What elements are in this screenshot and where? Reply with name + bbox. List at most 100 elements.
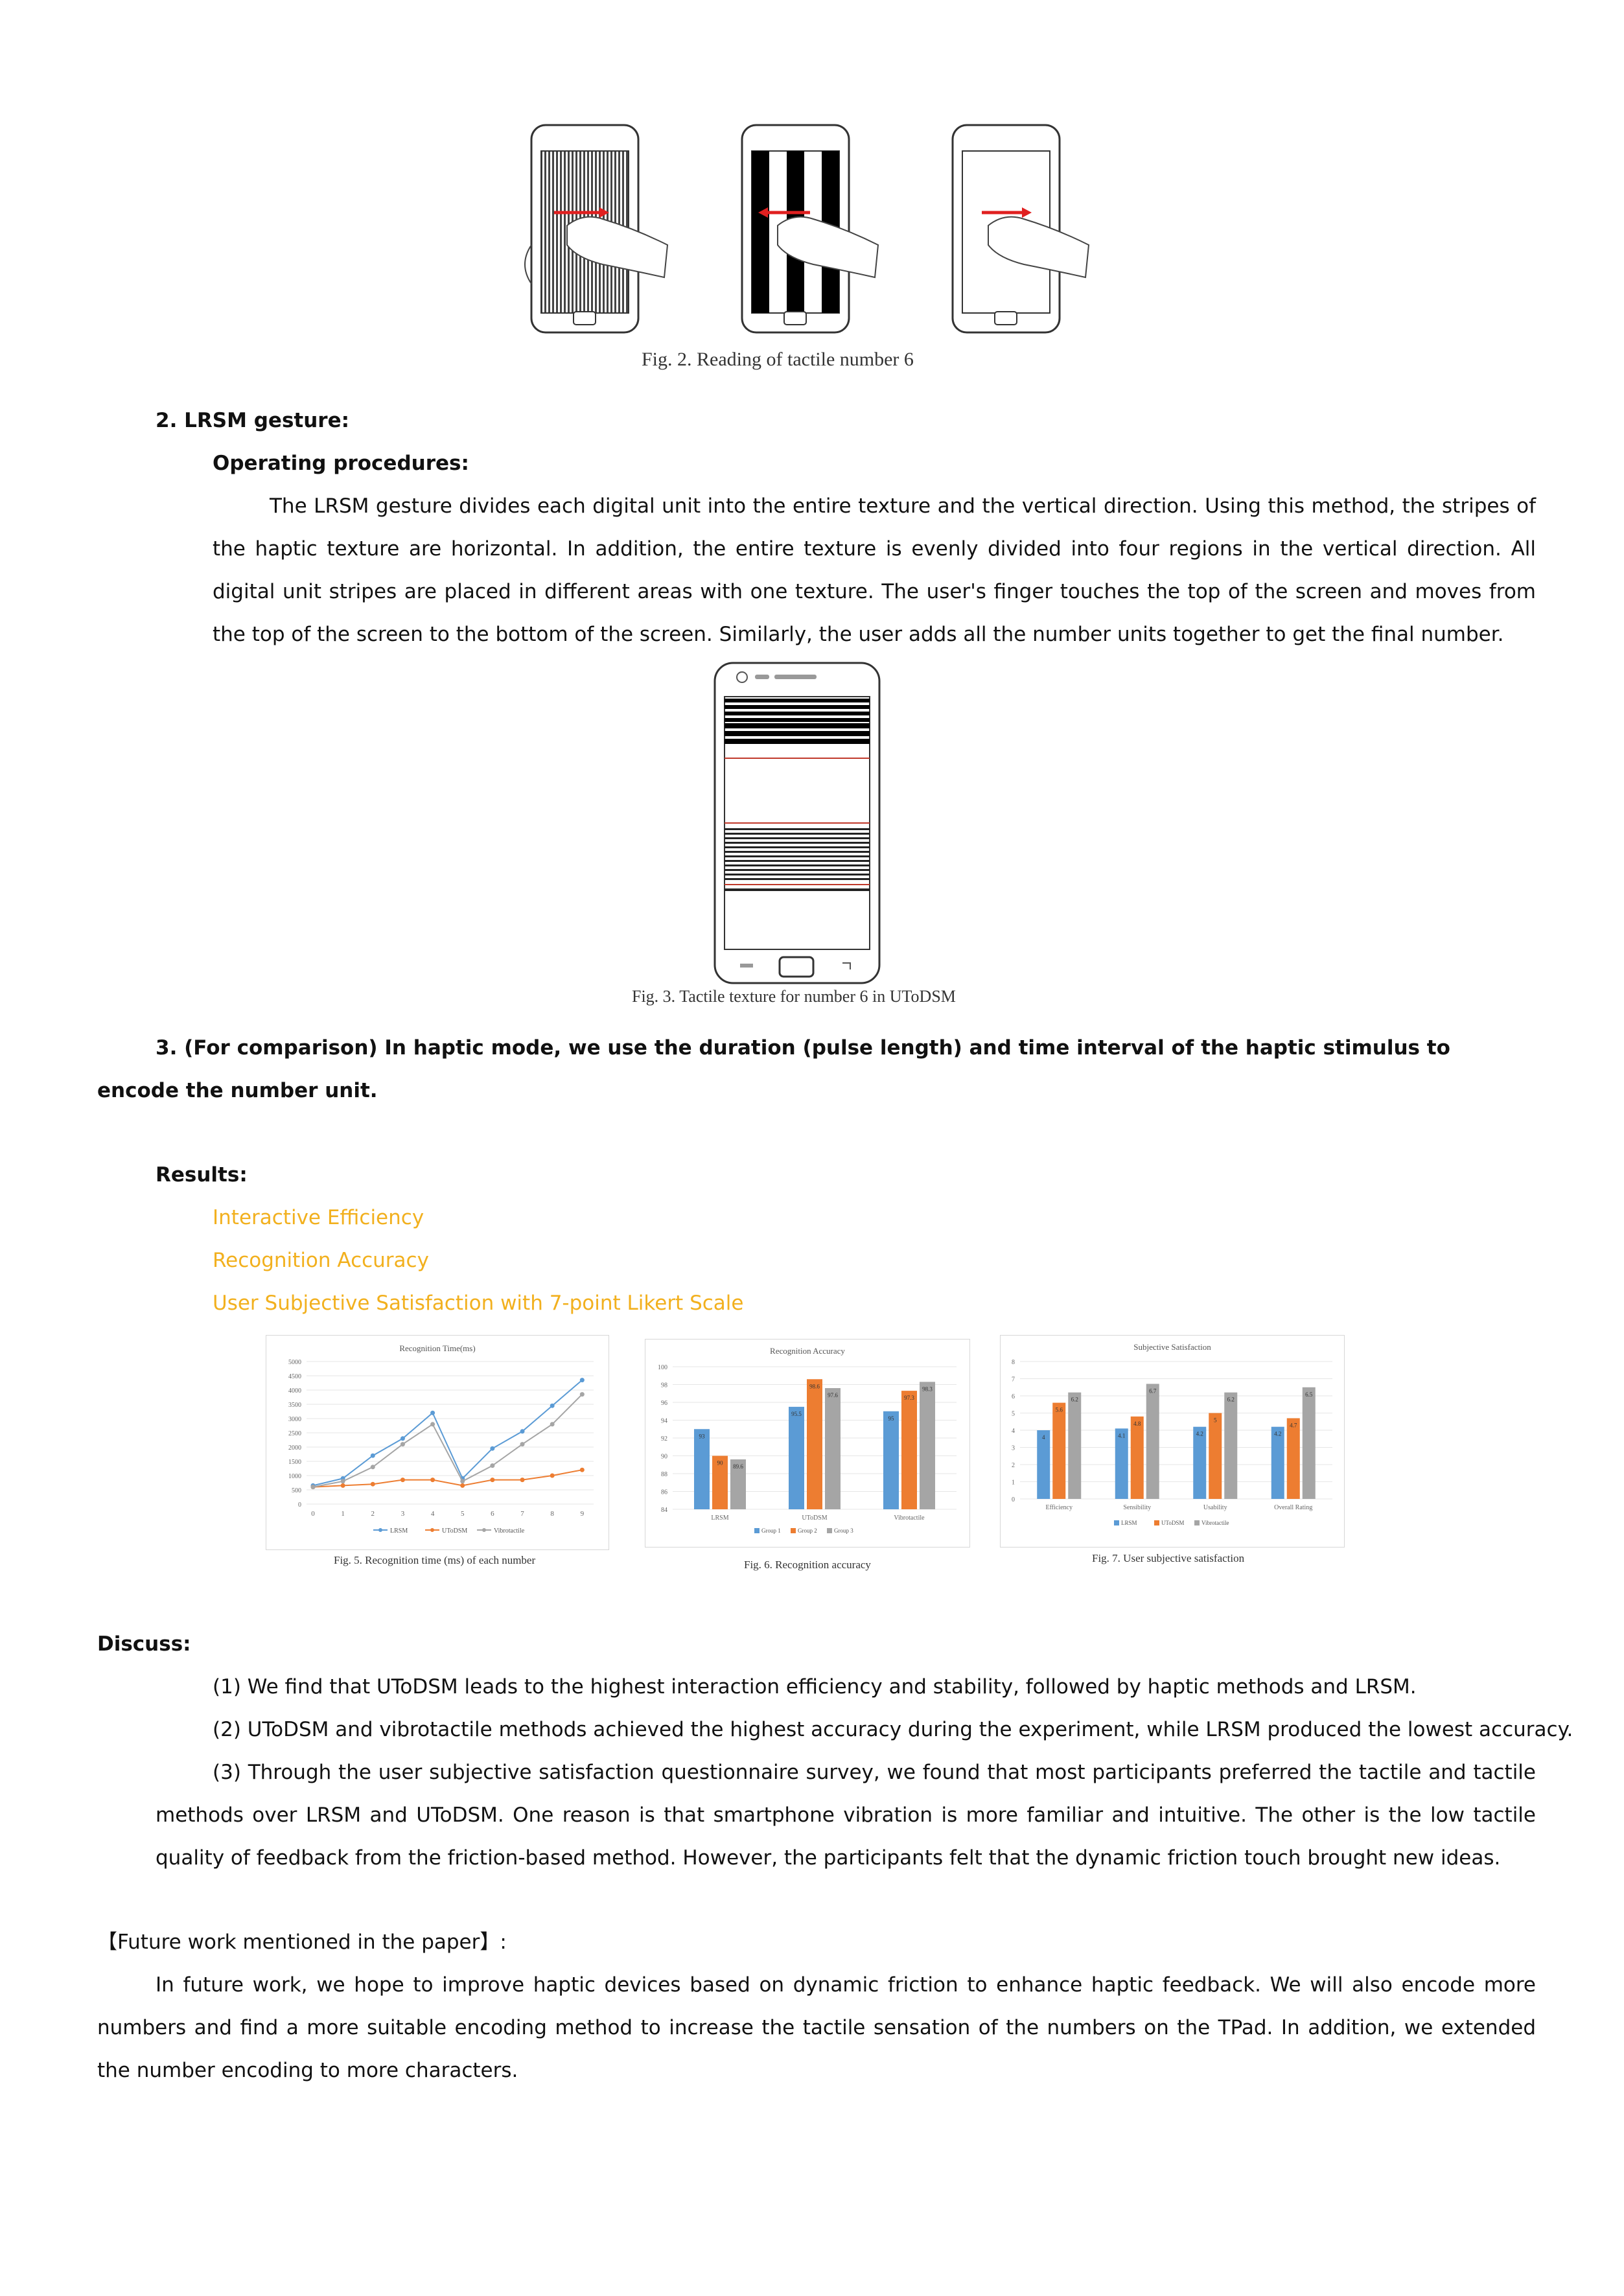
category-label: Vibrotactile: [894, 1514, 925, 1522]
texture-stripe: [725, 878, 870, 880]
data-point: [579, 1467, 585, 1472]
bar: [789, 1406, 804, 1509]
bar: [1052, 1402, 1066, 1499]
bar: [1209, 1413, 1222, 1499]
legend-marker: [378, 1528, 382, 1532]
bar: [807, 1379, 822, 1509]
y-tick-label: 1500: [288, 1459, 301, 1466]
x-tick-label: 4: [431, 1510, 435, 1518]
y-tick-label: 90: [661, 1454, 667, 1461]
data-label: 6.5: [1305, 1391, 1313, 1398]
legend-label: Group 1: [761, 1527, 781, 1534]
data-point: [460, 1479, 465, 1484]
lrsm-heading: 2. LRSM gesture:: [156, 409, 349, 432]
data-point: [430, 1422, 435, 1427]
y-tick-label: 4: [1012, 1428, 1015, 1435]
recognition-accuracy-svg: Recognition Accuracy 84 86 88 90 92 94 96 98 100 9…: [658, 1346, 957, 1534]
texture-stripe: [725, 705, 870, 709]
link-user-subjective-satisfaction[interactable]: User Subjective Satisfaction with 7-poin…: [213, 1292, 744, 1315]
y-tick-label: 8: [1012, 1359, 1015, 1366]
texture-stripe: [725, 828, 870, 830]
legend-marker: [482, 1528, 486, 1532]
x-tick-label: 2: [371, 1510, 375, 1518]
data-label: 98.6: [809, 1383, 820, 1389]
data-point: [490, 1463, 495, 1468]
future-work-heading: 【Future work mentioned in the paper】:: [97, 1931, 507, 1954]
data-point: [579, 1392, 585, 1397]
figure-3-caption: Fig. 3. Tactile texture for number 6 in …: [632, 987, 956, 1006]
texture-stripe: [725, 842, 870, 844]
chart-title: Recognition Time(ms): [399, 1343, 475, 1353]
data-point: [490, 1446, 495, 1451]
bar: [1068, 1392, 1082, 1499]
texture-stripe: [725, 864, 870, 866]
lrsm-texture-illustration: [713, 662, 881, 984]
figure-2: [505, 115, 1147, 388]
discuss-item-1: (1) We find that UToDSM leads to the hig…: [213, 1675, 1417, 1699]
future-work-paragraph: In future work, we hope to improve hapti…: [97, 1973, 1536, 2082]
data-point: [370, 1465, 375, 1470]
link-interactive-efficiency[interactable]: Interactive Efficiency: [213, 1206, 424, 1229]
x-tick-label: 7: [520, 1510, 524, 1518]
bar: [901, 1391, 917, 1509]
data-point: [340, 1479, 345, 1484]
bar: [920, 1382, 935, 1509]
link-recognition-accuracy[interactable]: Recognition Accuracy: [213, 1249, 429, 1272]
data-point: [400, 1478, 405, 1483]
y-tick-label: 1000: [288, 1473, 301, 1480]
legend-label: Group 3: [834, 1527, 853, 1534]
y-tick-label: 5: [1012, 1411, 1015, 1418]
data-label: 4.2: [1274, 1431, 1281, 1437]
bar: [712, 1455, 728, 1509]
y-tick-label: 4000: [288, 1387, 301, 1395]
data-point: [430, 1410, 435, 1415]
legend-swatch: [754, 1528, 760, 1533]
chart-title: Subjective Satisfaction: [1133, 1342, 1211, 1352]
y-tick-label: 2500: [288, 1430, 301, 1437]
texture-stripe: [725, 837, 870, 839]
operating-procedures-heading: Operating procedures:: [213, 452, 469, 475]
bar: [1193, 1426, 1207, 1499]
data-label: 4.8: [1133, 1421, 1141, 1427]
category-label: Efficiency: [1046, 1504, 1073, 1511]
y-tick-label: 3000: [288, 1416, 301, 1423]
data-point: [520, 1442, 525, 1447]
data-label: 90: [717, 1460, 724, 1467]
y-tick-label: 5000: [288, 1359, 301, 1366]
recognition-time-chart: Recognition Time(ms) 0 500 1000 1500 2000 2500…: [266, 1335, 609, 1550]
bar: [1115, 1428, 1128, 1499]
data-label: 5: [1214, 1417, 1217, 1424]
legend-swatch: [827, 1528, 832, 1533]
data-label: 5.6: [1056, 1407, 1063, 1413]
phone-1-illustration: [524, 124, 669, 334]
x-tick-label: 3: [401, 1510, 405, 1518]
legend-label: Vibrotactile: [494, 1527, 525, 1535]
y-tick-label: 98: [661, 1382, 667, 1389]
phone-3-illustration: [951, 124, 1090, 334]
data-label: 93: [699, 1433, 706, 1439]
subjective-satisfaction-svg: Subjective Satisfaction 0 1 2 3 4 5 6 7 8 4 5.6 6.2 E…: [1012, 1342, 1332, 1526]
figure-3: [713, 661, 881, 985]
bar: [694, 1429, 710, 1509]
texture-stripe: [725, 723, 870, 728]
y-tick-label: 84: [661, 1507, 667, 1514]
haptic-mode-paragraph: 3. (For comparison) In haptic mode, we u…: [97, 1036, 1450, 1102]
data-point: [370, 1453, 375, 1458]
data-label: 97.6: [828, 1392, 838, 1398]
discuss-item-2: (2) UToDSM and vibrotactile methods achi…: [213, 1718, 1573, 1741]
data-label: 4.1: [1118, 1432, 1125, 1439]
texture-stripe: [725, 855, 870, 857]
lrsm-paragraph: The LRSM gesture divides each digital un…: [213, 494, 1536, 646]
y-tick-label: 0: [1012, 1496, 1015, 1503]
texture-stripe: [725, 846, 870, 848]
data-label: 95: [888, 1415, 895, 1422]
x-tick-label: 8: [550, 1510, 554, 1518]
bar: [730, 1459, 746, 1509]
category-label: Overall Rating: [1274, 1504, 1312, 1511]
legend-marker: [430, 1528, 434, 1532]
category-label: Usability: [1203, 1504, 1227, 1511]
series-line-utodsm: [312, 1469, 583, 1488]
data-label: 4.7: [1290, 1422, 1297, 1428]
y-tick-label: 96: [661, 1400, 667, 1407]
discuss-heading: Discuss:: [97, 1632, 191, 1656]
